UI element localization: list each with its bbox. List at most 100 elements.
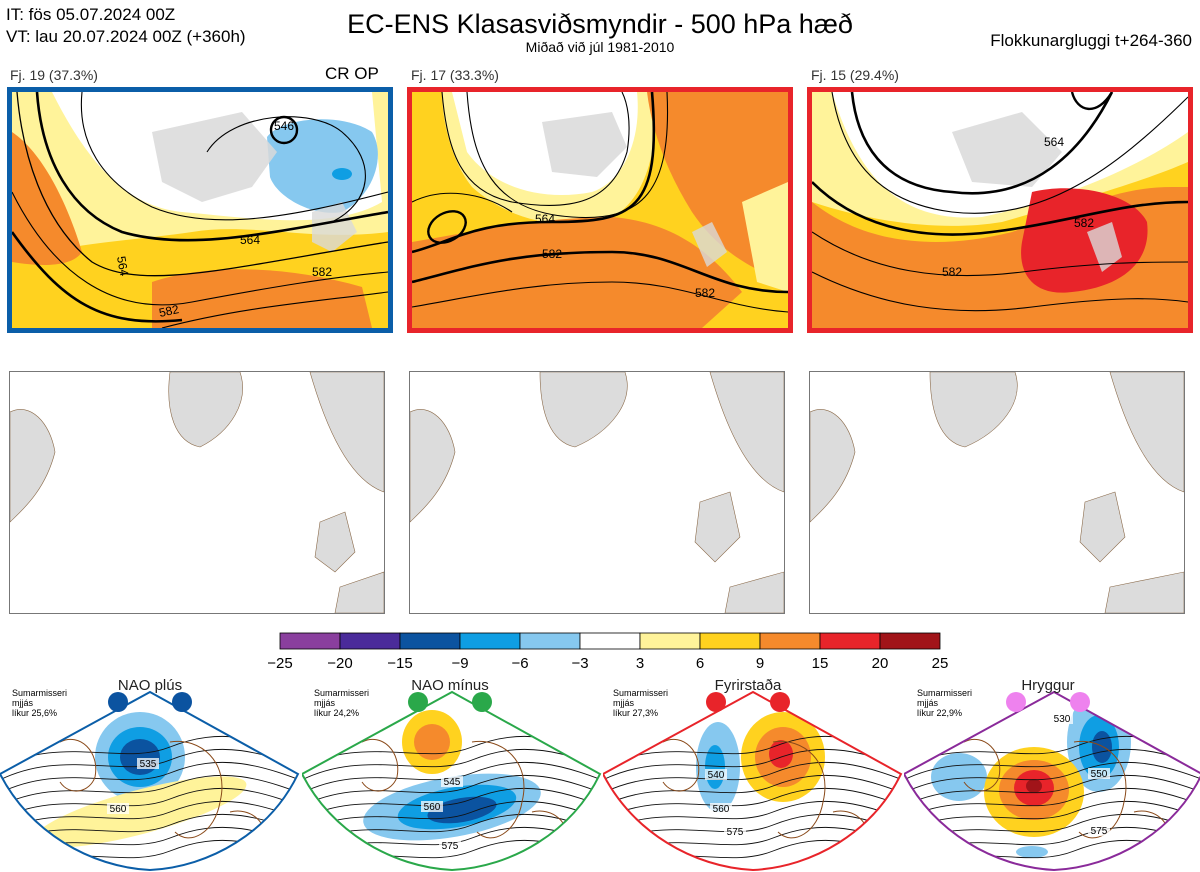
base-map-1-graphic [10, 372, 384, 613]
colorbar-swatch [639, 632, 701, 650]
colorbar-swatch [519, 632, 581, 650]
page-subtitle: Miðað við júl 1981-2010 [525, 39, 675, 55]
regime-3-contour-label: 575 [727, 827, 744, 838]
regime-4-stat-line: Sumarmisseri [917, 688, 973, 698]
cluster-3-contour-582b: 582 [942, 265, 962, 279]
regime-map-3: 540 560 575 [603, 690, 903, 872]
regime-4-stats: Sumarmisseri mjjás líkur 22,9% [917, 688, 972, 718]
base-map-2-graphic [410, 372, 784, 613]
regime-4-stat-line: mjjás [917, 698, 939, 708]
cluster-3-contour-564: 564 [1044, 135, 1064, 149]
colorbar-tick-label: −3 [571, 655, 589, 672]
cluster-1-contour-564b: 564 [114, 255, 131, 277]
base-map-3 [809, 371, 1185, 614]
colorbar-tick-label: −15 [387, 655, 413, 672]
colorbar-tick-label: 15 [811, 655, 829, 672]
colorbar-tick-label: −20 [327, 655, 353, 672]
regime-3-stats: Sumarmisseri mjjás líkur 27,3% [613, 688, 668, 718]
cluster-1-contour-546: 546 [274, 119, 294, 133]
regime-2-stat-line: mjjás [314, 698, 336, 708]
regime-map-2: 545 560 575 [302, 690, 602, 872]
regime-3-stat-line: líkur 27,3% [613, 708, 659, 718]
regime-map-4: 530 550 575 [904, 690, 1200, 872]
regime-2-stat-line: líkur 24,2% [314, 708, 360, 718]
regime-2-marker-dot [472, 692, 492, 712]
cluster-3-contour-582a: 582 [1074, 216, 1094, 230]
base-map-3-graphic [810, 372, 1184, 613]
regime-1-marker-dot [108, 692, 128, 712]
colorbar-swatch [459, 632, 521, 650]
regime-map-1: 535 560 [0, 690, 300, 872]
colorbar-swatch [759, 632, 821, 650]
regime-3-contour-label: 560 [713, 804, 730, 815]
regime-2-title: NAO mínus [411, 677, 489, 694]
regime-4-stat-line: líkur 22,9% [917, 708, 963, 718]
cluster-2-label: Fj. 17 (33.3%) [411, 67, 499, 83]
cluster-2-map-graphic: 564 582 582 [412, 92, 788, 328]
header-info: IT: fös 05.07.2024 00Z VT: lau 20.07.202… [6, 4, 246, 48]
regime-3-stat-line: Sumarmisseri [613, 688, 669, 698]
cluster-3-label: Fj. 15 (29.4%) [811, 67, 899, 83]
colorbar-tick-label: −9 [451, 655, 469, 672]
colorbar-swatch [279, 632, 341, 650]
regime-4-marker-dot [1070, 692, 1090, 712]
cluster-1-contour-582a: 582 [312, 265, 332, 279]
regime-3-marker-dot [706, 692, 726, 712]
colorbar-tick-label: −25 [267, 655, 293, 672]
regime-4-title: Hryggur [1021, 677, 1075, 694]
regime-1-marker-dot [172, 692, 192, 712]
colorbar-tick-label: 3 [635, 655, 645, 672]
regime-1-stat-line: mjjás [12, 698, 34, 708]
colorbar-tick-label: 25 [931, 655, 949, 672]
regime-2-contour-label: 560 [424, 802, 441, 813]
cluster-2-contour-564: 564 [535, 212, 555, 226]
classification-window: Flokkunargluggi t+264-360 [990, 31, 1192, 50]
regime-2-contour-label: 575 [442, 841, 459, 852]
cluster-3-map-graphic: 564 582 582 [812, 92, 1188, 328]
cluster-1-label: Fj. 19 (37.3%) [10, 67, 98, 83]
regime-3-stat-line: mjjás [613, 698, 635, 708]
cluster-1-map: 546 564 564 582 582 [7, 87, 393, 333]
cluster-2-map: 564 582 582 [407, 87, 793, 333]
regime-1-contour-label: 535 [140, 759, 157, 770]
regime-2-contour-label: 545 [444, 777, 461, 788]
colorbar-tick-label: 20 [871, 655, 889, 672]
base-map-1 [9, 371, 385, 614]
colorbar-tick-label: 9 [755, 655, 765, 672]
page-title: EC-ENS Klasasviðsmyndir - 500 hPa hæð [347, 9, 853, 39]
colorbar-swatch [339, 632, 401, 650]
base-map-2 [409, 371, 785, 614]
regime-1-contour-label: 560 [110, 804, 127, 815]
regime-4-marker-dot [1006, 692, 1026, 712]
cluster-1-contour-564a: 564 [240, 233, 260, 247]
regime-2-marker-dot [408, 692, 428, 712]
colorbar-swatch [579, 632, 641, 650]
colorbar-tick-label: −6 [511, 655, 529, 672]
regime-4-contour-label: 530 [1054, 714, 1071, 725]
regime-1-title: NAO plús [117, 677, 183, 694]
regime-4-contour-label: 575 [1091, 826, 1108, 837]
colorbar [279, 632, 941, 650]
cluster-1-map-graphic: 546 564 564 582 582 [12, 92, 388, 328]
cluster-1-tag: CR OP [325, 64, 379, 83]
regime-4-contour-label: 550 [1091, 769, 1108, 780]
colorbar-ticks: −25 −20 −15 −9 −6 −3 3 6 9 15 20 25 [0, 655, 1200, 675]
colorbar-swatch [819, 632, 881, 650]
cluster-3-map: 564 582 582 [807, 87, 1193, 333]
regime-2-stat-line: Sumarmisseri [314, 688, 370, 698]
regime-1-stats: Sumarmisseri mjjás líkur 25,6% [12, 688, 67, 718]
colorbar-swatch [879, 632, 941, 650]
cluster-2-contour-582b: 582 [695, 286, 715, 300]
regime-1-stat-line: Sumarmisseri [12, 688, 68, 698]
init-time: IT: fös 05.07.2024 00Z [6, 5, 176, 24]
regime-2-stats: Sumarmisseri mjjás líkur 24,2% [314, 688, 369, 718]
colorbar-swatch [399, 632, 461, 650]
cluster-2-contour-582a: 582 [542, 247, 562, 261]
colorbar-swatch [699, 632, 761, 650]
regime-3-contour-label: 540 [708, 770, 725, 781]
regime-3-marker-dot [770, 692, 790, 712]
cluster-1-contour-582b: 582 [158, 302, 181, 320]
valid-time: VT: lau 20.07.2024 00Z (+360h) [6, 27, 246, 46]
regime-1-stat-line: líkur 25,6% [12, 708, 58, 718]
regime-3-title: Fyrirstaða [714, 677, 782, 694]
